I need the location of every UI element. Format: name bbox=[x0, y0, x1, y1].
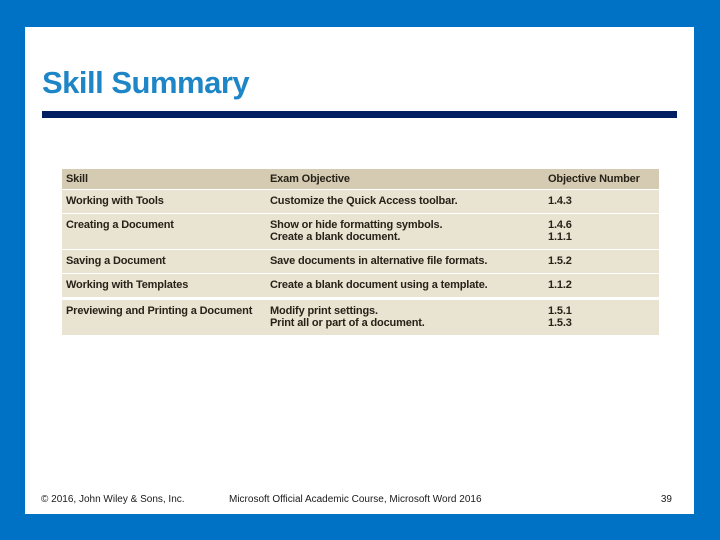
skill-table-body: Working with Tools Customize the Quick Ac… bbox=[62, 190, 659, 335]
column-header-exam-objective: Exam Objective bbox=[270, 173, 350, 185]
column-header-objective-number: Objective Number bbox=[548, 173, 640, 185]
table-row: Previewing and Printing a Document Modify… bbox=[62, 300, 659, 335]
cell-skill: Creating a Document bbox=[66, 219, 174, 231]
table-row: Creating a Document Show or hide formatti… bbox=[62, 214, 659, 249]
cell-exam-objective: Customize the Quick Access toolbar. bbox=[270, 195, 458, 207]
slide: Skill Summary Skill Exam Objective Objec… bbox=[25, 27, 694, 514]
cell-skill: Saving a Document bbox=[66, 255, 166, 267]
table-row: Working with Templates Create a blank doc… bbox=[62, 274, 659, 297]
footer-copyright: © 2016, John Wiley & Sons, Inc. bbox=[41, 494, 185, 505]
cell-objective-number: 1.1.2 bbox=[548, 279, 572, 291]
cell-skill: Working with Tools bbox=[66, 195, 164, 207]
cell-objective-number: 1.4.3 bbox=[548, 195, 572, 207]
cell-exam-objective: Modify print settings. Print all or part … bbox=[270, 305, 425, 329]
slide-page-number: 39 bbox=[660, 494, 672, 505]
cell-exam-objective: Create a blank document using a template… bbox=[270, 279, 488, 291]
table-row: Working with Tools Customize the Quick Ac… bbox=[62, 190, 659, 213]
footer-course-title: Microsoft Official Academic Course, Micr… bbox=[229, 494, 482, 505]
cell-objective-number: 1.4.6 1.1.1 bbox=[548, 219, 572, 243]
cell-exam-objective: Save documents in alternative file forma… bbox=[270, 255, 488, 267]
table-row: Saving a Document Save documents in alter… bbox=[62, 250, 659, 273]
title-underline-rule bbox=[42, 111, 677, 118]
table-header-row: Skill Exam Objective Objective Number bbox=[62, 169, 659, 189]
cell-skill: Previewing and Printing a Document bbox=[66, 305, 253, 317]
cell-skill: Working with Templates bbox=[66, 279, 189, 291]
cell-objective-number: 1.5.2 bbox=[548, 255, 572, 267]
column-header-skill: Skill bbox=[66, 173, 88, 185]
cell-exam-objective: Show or hide formatting symbols. Create a… bbox=[270, 219, 443, 243]
page-title: Skill Summary bbox=[42, 65, 250, 100]
skill-summary-table: Skill Exam Objective Objective Number Wo… bbox=[62, 169, 659, 336]
cell-objective-number: 1.5.1 1.5.3 bbox=[548, 305, 572, 329]
